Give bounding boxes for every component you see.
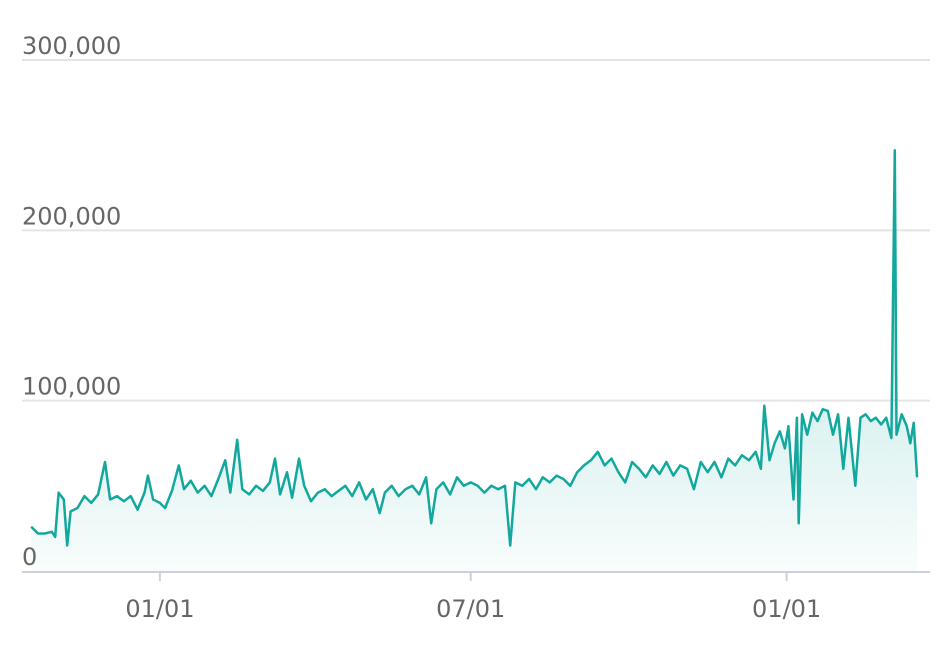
y-tick-label: 100,000 (22, 373, 121, 401)
area (31, 150, 918, 572)
x-tick-label: 01/01 (125, 595, 194, 623)
x-tick-label: 07/01 (436, 595, 505, 623)
line (30, 149, 919, 547)
y-tick-label: 300,000 (22, 32, 121, 60)
y-tick-label: 200,000 (22, 202, 121, 230)
x-tick-label: 01/01 (752, 595, 821, 623)
